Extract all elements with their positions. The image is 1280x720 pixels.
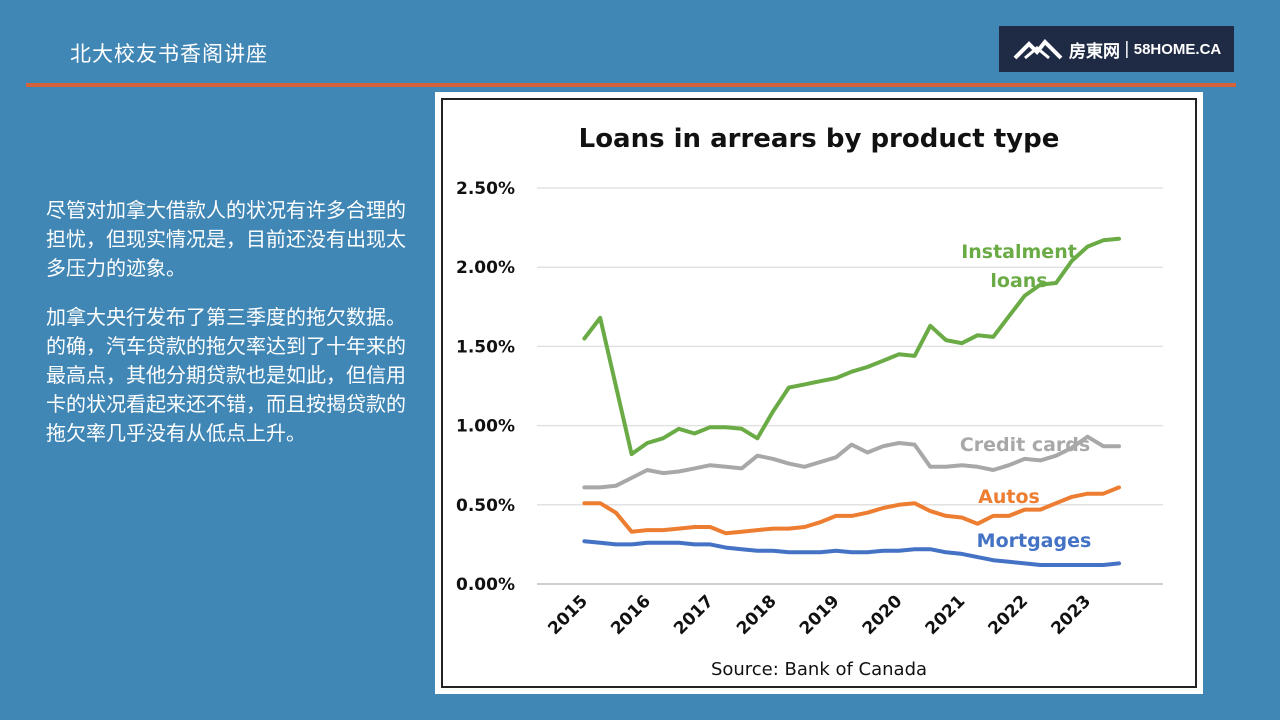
- x-tick-label: 2020: [859, 591, 907, 639]
- series-line-mortgages: [582, 539, 1121, 567]
- x-tick-label: 2017: [670, 591, 718, 639]
- series-label: Credit cards: [960, 434, 1090, 456]
- x-tick-label: 2019: [796, 591, 844, 639]
- x-tick-label: 2023: [1047, 591, 1095, 639]
- brand-logo[interactable]: 房東网 | 58HOME.CA: [999, 26, 1234, 72]
- body-paragraph-1: 尽管对加拿大借款人的状况有许多合理的担忧，但现实情况是，目前还没有出现太多压力的…: [46, 198, 406, 280]
- y-tick-label: 2.50%: [456, 179, 515, 199]
- series-line-credit-cards: [582, 434, 1121, 490]
- series-line-autos: [582, 485, 1121, 536]
- series-label: Mortgages: [977, 530, 1092, 552]
- house-logo-icon: [1013, 39, 1063, 60]
- page-title: 北大校友书香阁讲座: [70, 42, 268, 66]
- body-paragraph-2: 加拿大央行发布了第三季度的拖欠数据。的确，汽车贷款的拖欠率达到了十年来的最高点，…: [46, 305, 406, 445]
- y-tick-label: 0.50%: [456, 496, 515, 516]
- chart-source: Source: Bank of Canada: [711, 659, 927, 680]
- x-tick-label: 2015: [544, 591, 592, 639]
- series-label: Instalment: [961, 241, 1077, 263]
- x-tick-label: 2021: [922, 591, 970, 639]
- logo-chinese-name: 房東网: [1069, 41, 1120, 62]
- header-divider: [26, 83, 1236, 87]
- series-line-instalment-loans: [582, 236, 1121, 457]
- y-tick-label: 1.50%: [456, 337, 515, 357]
- chart-title: Loans in arrears by product type: [579, 124, 1060, 154]
- y-tick-label: 2.00%: [456, 258, 515, 278]
- x-tick-label: 2018: [733, 591, 781, 639]
- series-label: loans: [990, 270, 1047, 292]
- chart-panel: Loans in arrears by product type 0.00% 0.…: [435, 92, 1203, 694]
- x-tick-label: 2016: [607, 591, 655, 639]
- arrears-line-chart: Loans in arrears by product type 0.00% 0.…: [456, 124, 1163, 680]
- logo-separator: |: [1124, 39, 1130, 59]
- y-tick-label: 1.00%: [456, 417, 515, 437]
- y-tick-label: 0.00%: [456, 575, 515, 595]
- series-label: Autos: [978, 486, 1040, 508]
- x-tick-label: 2022: [985, 591, 1033, 639]
- logo-domain: 58HOME.CA: [1133, 40, 1222, 58]
- body-text: 尽管对加拿大借款人的状况有许多合理的担忧，但现实情况是，目前还没有出现太多压力的…: [46, 196, 411, 468]
